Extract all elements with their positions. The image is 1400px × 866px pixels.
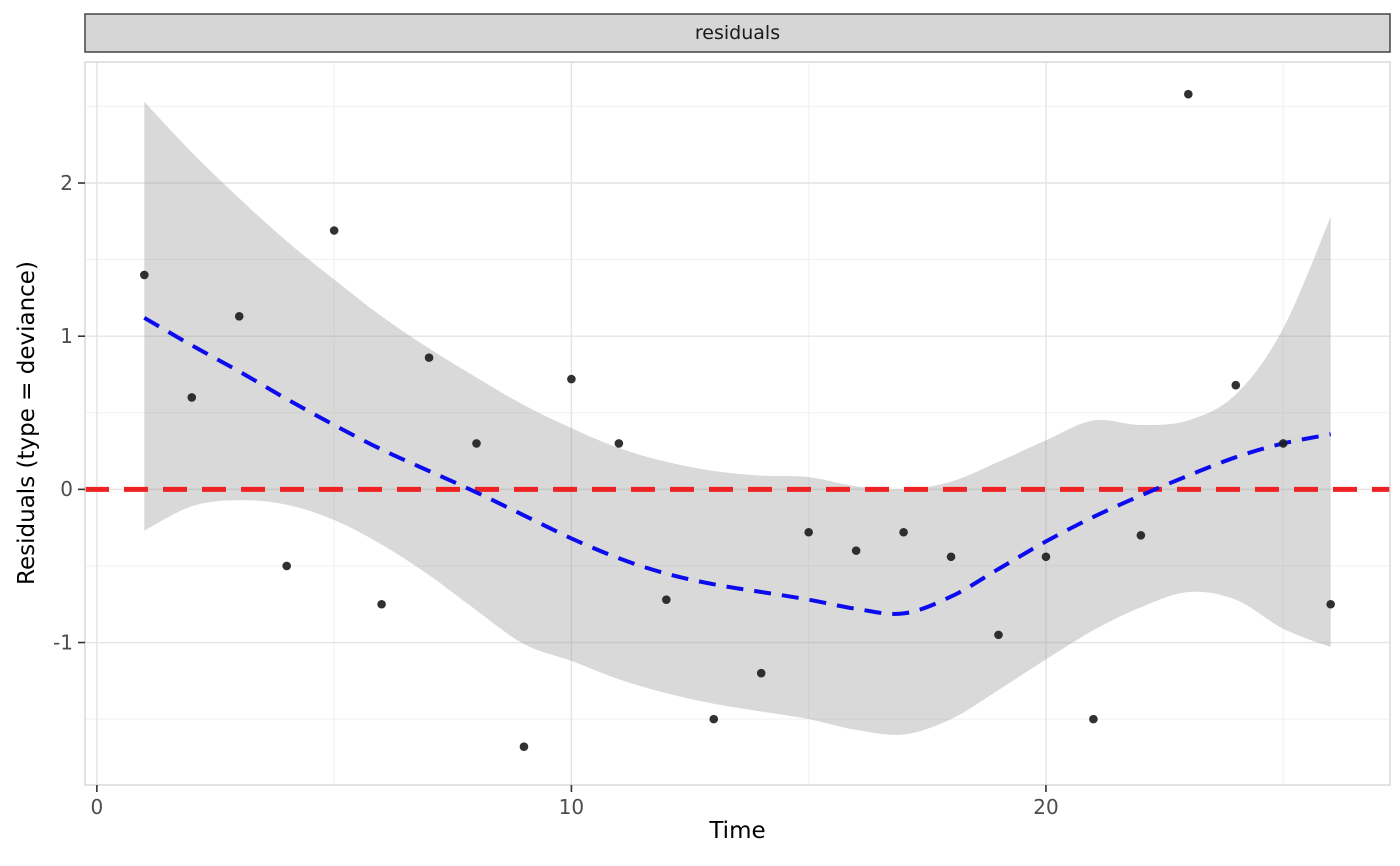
data-point [756,668,766,678]
smooth-trend-line [143,316,1332,616]
data-point [1326,599,1335,609]
x-tick-label: 10 [559,795,584,819]
data-point [1278,439,1288,448]
data-point [1231,380,1241,390]
data-point [472,439,481,448]
data-point [994,630,1003,640]
y-tick-label: -1 [53,630,73,654]
x-tick-label: 0 [90,795,103,819]
data-point [140,270,149,280]
data-point [1184,89,1193,99]
data-point [234,311,244,321]
data-point [899,527,908,537]
data-point [804,527,813,537]
x-tick-label: 20 [1033,795,1058,819]
y-tick-label: 0 [60,477,73,501]
data-point [709,714,719,724]
data-point [851,546,861,555]
data-point [662,595,671,604]
facet-strip [84,13,1391,53]
data-point [1041,552,1051,562]
confidence-ribbon [144,101,1331,735]
y-tick-label: 2 [60,171,73,195]
data-point [329,226,339,235]
y-axis-title: Residuals (type = deviance) [14,261,40,585]
data-point [567,374,576,384]
data-point [282,561,291,571]
data-point [946,552,956,562]
data-point [1136,531,1146,540]
data-point [1089,714,1098,724]
facet-strip-label: residuals [694,22,781,44]
x-axis-title: Time [709,818,766,844]
data-point [614,439,624,448]
data-point [519,742,529,752]
y-tick-label: 1 [60,324,73,348]
data-point [187,393,197,402]
data-point [377,599,386,609]
data-point [424,353,434,362]
panel-border [84,61,1391,786]
